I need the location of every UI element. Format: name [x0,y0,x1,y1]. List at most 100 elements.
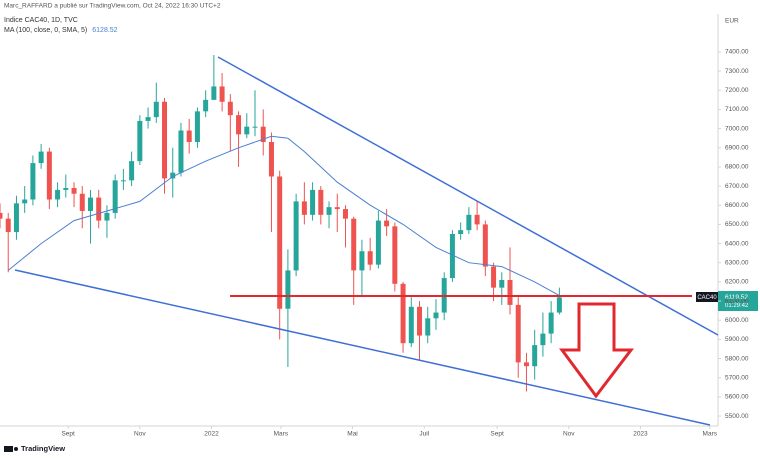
candle-body [556,297,562,313]
countdown: 01:29:42 [725,303,749,309]
candle-body [260,126,266,143]
y-tick-label: 5800.00 [725,355,749,362]
trend-line-lower [14,269,711,426]
x-tick-label: Mai [347,431,357,438]
candle-body [285,270,291,309]
candle-body [532,345,538,367]
candle-body [384,220,390,227]
candle-body [79,193,85,211]
y-tick-label: 5700.00 [725,374,749,381]
candle-body [318,189,324,215]
y-tick-label: 7200.00 [725,87,749,94]
symbol-tag-text: CAC40 [697,295,717,301]
candle-body [46,151,52,200]
indicator-value: 6128.52 [92,27,117,34]
indicator-name: MA (100, close, 0, SMA, 5) [4,27,87,34]
candle-body [491,266,497,288]
candle-body [145,117,151,121]
candle-body [162,101,168,179]
candle-body [252,126,258,128]
candle-body [449,233,455,279]
candle-body [153,101,159,118]
trend-line-upper [217,56,719,336]
x-tick-label: Mars [703,431,718,438]
currency: EUR [725,18,739,25]
candle-body [417,306,423,336]
x-tick-label: 2022 [204,431,219,438]
candle-body [334,207,340,210]
candle-body [13,203,19,233]
last-price: 6119.52 [725,294,748,301]
candle-body [203,99,209,112]
last-price-tag [718,291,758,311]
candle-body [219,86,225,102]
candle-body [277,176,283,309]
candle-body [392,226,398,284]
candle-body [408,306,414,344]
candle-body [236,115,242,135]
candle-body [540,333,546,346]
candle-body [63,187,69,190]
candle-body [55,189,61,200]
candle-body [466,214,472,231]
y-tick-label: 6600.00 [725,202,749,209]
plot [0,55,562,392]
y-tick-label: 5600.00 [725,394,749,401]
y-tick-label: 7400.00 [725,49,749,56]
candle-body [474,214,480,225]
y-tick-label: 6400.00 [725,240,749,247]
brand-logo [4,446,18,452]
candle-body [244,126,250,135]
candle-body [104,212,110,221]
candle-body [458,230,464,234]
candle-body [425,318,431,336]
candle-body [515,304,521,363]
y-tick-label: 6000.00 [725,317,749,324]
candle-body [211,86,217,100]
candle-body [375,220,381,265]
x-tick-label: Nov [563,431,575,438]
x-tick-label: Mars [274,431,289,438]
y-tick-label: 7300.00 [725,68,749,75]
candle-body [0,212,3,219]
header: Marc_RAFFARD a publié sur TradingView.co… [4,3,221,10]
y-tick-label: 7000.00 [725,125,749,132]
x-tick-label: Nov [134,431,146,438]
candle-body [112,180,118,213]
candle-body [351,218,357,271]
candle-body [310,189,316,215]
candle-body [137,120,143,162]
y-tick-label: 5500.00 [725,413,749,420]
candle-body [22,199,28,204]
candle-body [359,251,365,271]
candle-body [301,201,307,215]
y-tick-label: 6200.00 [725,279,749,286]
candle-body [548,312,554,334]
candle-body [71,187,77,194]
candle-body [523,362,529,367]
candle-body [178,130,184,173]
candle-body [342,209,348,219]
candle-body [87,197,93,211]
candle-body [400,283,406,344]
candle-body [433,312,439,319]
down-arrow [559,302,635,399]
candle-body [30,163,36,200]
y-tick-label: 6300.00 [725,259,749,266]
candle-body [268,142,274,177]
candle-body [186,130,192,143]
candle-body [293,201,299,271]
y-tick-label: 6900.00 [725,144,749,151]
y-tick-label: 6500.00 [725,221,749,228]
candle-body [194,111,200,143]
candle-body [96,197,102,221]
x-tick-label: Sept [490,431,504,438]
symbol-tag [696,292,718,302]
candle-body [129,161,135,181]
y-tick-label: 6800.00 [725,164,749,171]
x-tick-label: 2023 [633,431,648,438]
moving-average [7,135,560,297]
y-tick-label: 5900.00 [725,336,749,343]
chart-title: Indice CAC40, 1D, TVC [4,17,78,24]
